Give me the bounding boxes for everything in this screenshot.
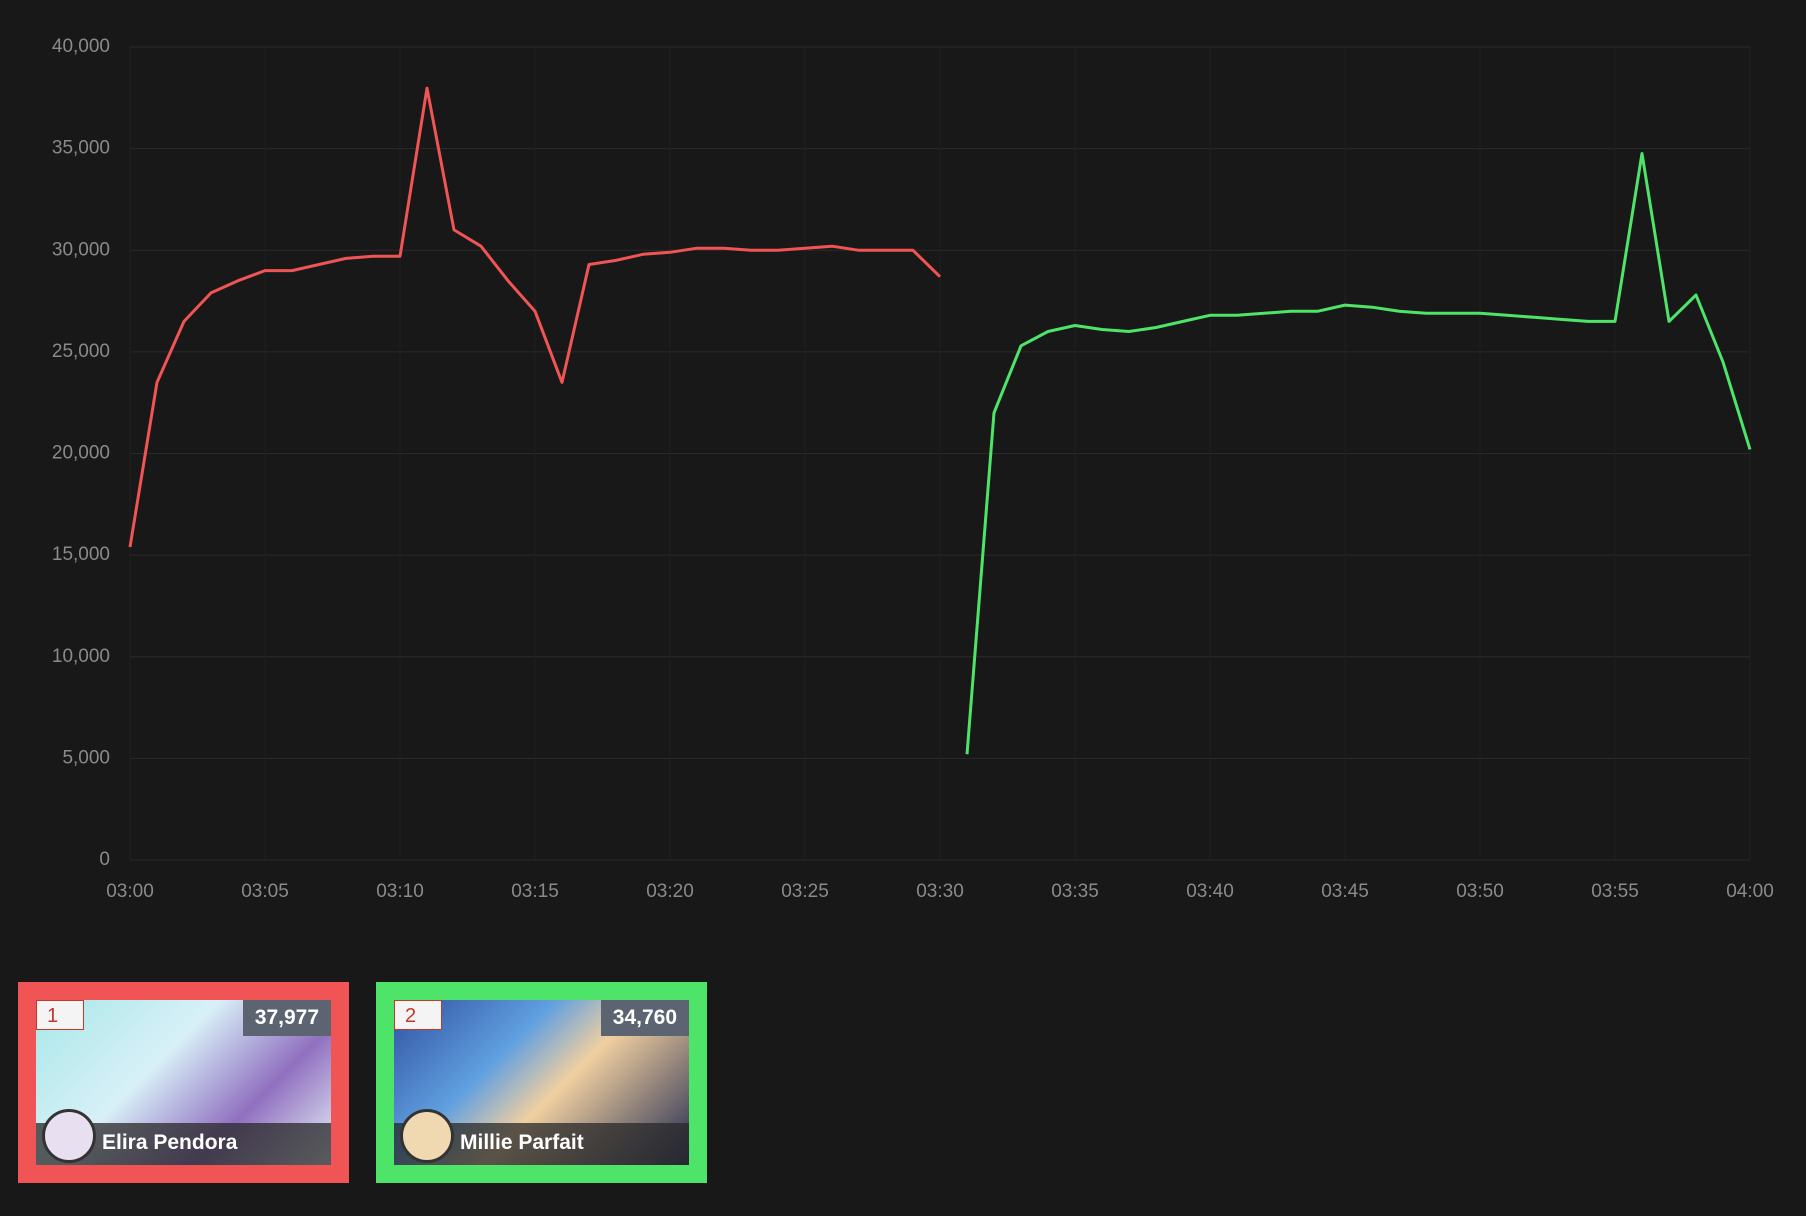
peak-viewers: 37,977 <box>242 1000 331 1036</box>
y-tick-label: 5,000 <box>62 747 110 768</box>
y-tick-label: 40,000 <box>52 36 110 57</box>
x-tick-label: 03:20 <box>646 881 694 902</box>
x-tick-label: 03:05 <box>241 881 289 902</box>
avatar <box>42 1109 96 1163</box>
streamer-card[interactable]: 1 37,977 Elira Pendora <box>18 982 349 1183</box>
y-tick-label: 0 <box>99 849 110 870</box>
thumbnail: 2 34,760 Millie Parfait <box>394 1000 689 1165</box>
y-tick-label: 25,000 <box>52 341 110 362</box>
avatar <box>400 1109 454 1163</box>
x-tick-label: 03:15 <box>511 881 559 902</box>
x-tick-label: 03:45 <box>1321 881 1369 902</box>
x-tick-label: 03:10 <box>376 881 424 902</box>
x-tick-label: 03:25 <box>781 881 829 902</box>
x-tick-label: 03:40 <box>1186 881 1234 902</box>
x-tick-label: 04:00 <box>1726 881 1774 902</box>
x-tick-label: 03:50 <box>1456 881 1504 902</box>
x-tick-label: 03:30 <box>916 881 964 902</box>
series-line <box>965 152 1752 755</box>
x-tick-label: 03:00 <box>106 881 154 902</box>
rank: 1 <box>36 1000 84 1030</box>
y-tick-label: 35,000 <box>52 138 110 159</box>
x-tick-label: 03:35 <box>1051 881 1099 902</box>
peak-viewers: 34,760 <box>600 1000 689 1036</box>
series-line <box>128 86 942 548</box>
y-tick-label: 10,000 <box>52 646 110 667</box>
y-tick-label: 15,000 <box>52 544 110 565</box>
thumbnail: 1 37,977 Elira Pendora <box>36 1000 331 1165</box>
x-tick-label: 03:55 <box>1591 881 1639 902</box>
streamer-name: Millie Parfait <box>460 1131 584 1154</box>
chart: 0 5,000 10,000 15,000 20,000 25,000 30,000 35,0… <box>52 36 1774 902</box>
streamer-card[interactable]: 2 34,760 Millie Parfait <box>376 982 707 1183</box>
y-tick-label: 20,000 <box>52 443 110 464</box>
rank: 2 <box>394 1000 442 1030</box>
streamer-name: Elira Pendora <box>102 1131 238 1154</box>
y-tick-label: 30,000 <box>52 239 110 260</box>
